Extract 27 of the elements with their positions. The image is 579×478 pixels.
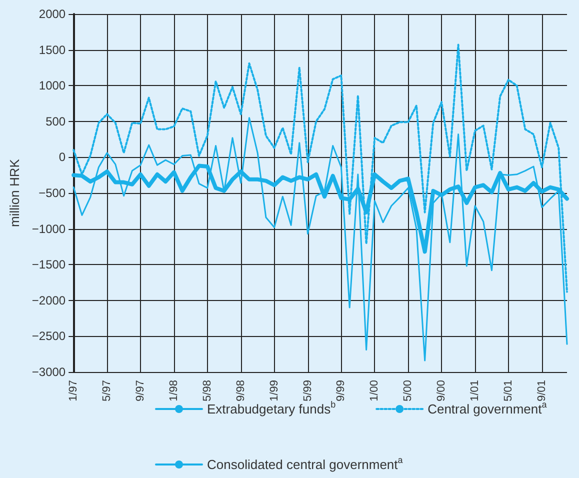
y-tick-label: −2500 — [32, 329, 66, 344]
y-tick-label: −500 — [38, 186, 66, 200]
x-tick-label: 5/01 — [502, 380, 514, 402]
y-tick-label: −2000 — [32, 293, 66, 308]
y-tick-label: −1000 — [32, 222, 66, 236]
x-tick-label: 1/00 — [368, 380, 381, 402]
y-tick-label: 1500 — [38, 42, 66, 57]
y-tick-label: 2000 — [38, 7, 66, 21]
x-tick-label: 1/01 — [469, 380, 482, 402]
x-tick-label: 5/97 — [101, 380, 114, 402]
x-tick-label: 9/01 — [536, 380, 548, 402]
x-tick-label: 5/00 — [402, 380, 414, 402]
x-tick-label: 1/99 — [268, 380, 280, 402]
x-tick-label: 5/98 — [201, 380, 214, 402]
y-tick-label: −3000 — [32, 365, 66, 379]
x-tick-label: 9/97 — [134, 380, 147, 402]
x-tick-label: 1/97 — [68, 380, 80, 402]
x-tick-label: 1/98 — [168, 380, 180, 402]
x-tick-label: 9/99 — [335, 380, 348, 402]
x-tick-label: 9/00 — [436, 380, 448, 402]
x-tick-label: 5/99 — [302, 380, 314, 402]
y-tick-label: −1500 — [32, 258, 66, 272]
y-tick-label: 0 — [58, 150, 66, 164]
y-axis-title: million HRK — [7, 158, 22, 227]
y-tick-label: 500 — [46, 114, 66, 128]
x-tick-label: 9/98 — [234, 380, 247, 402]
y-tick-label: 1000 — [38, 78, 66, 93]
